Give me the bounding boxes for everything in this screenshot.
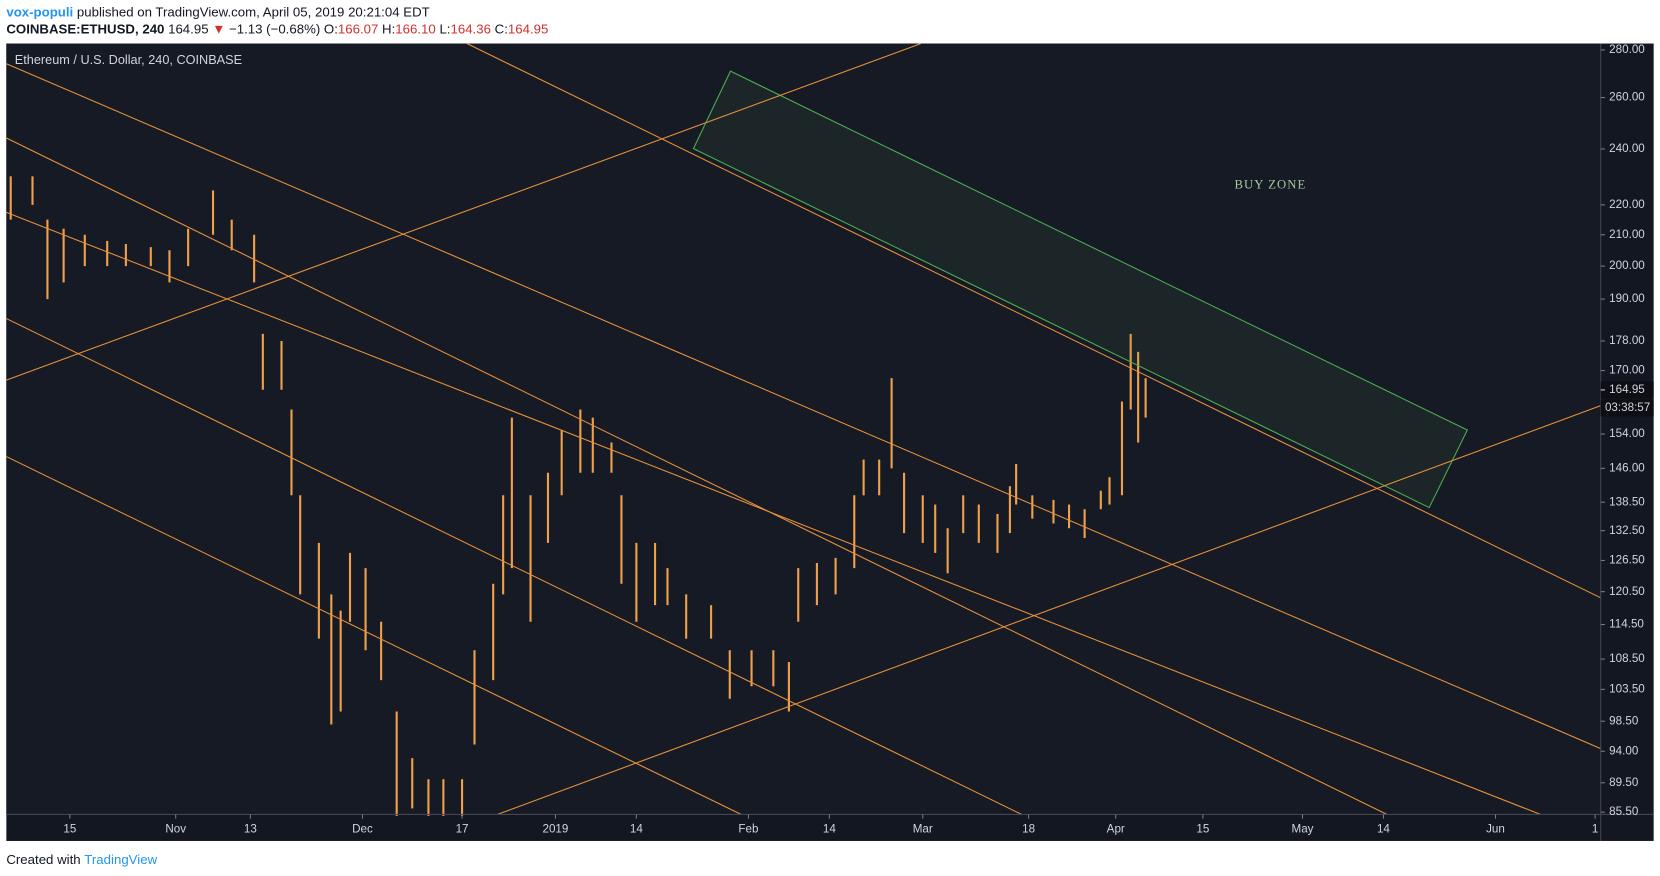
- countdown-box: [1600, 399, 1654, 417]
- y-tick-label: 260.00: [1609, 91, 1645, 104]
- trend-line: [6, 318, 1022, 815]
- chart-legend: Ethereum / U.S. Dollar, 240, COINBASE: [15, 52, 242, 67]
- x-tick-label: Jun: [1486, 822, 1505, 835]
- x-tick-label: Dec: [352, 822, 373, 835]
- trend-line: [6, 43, 922, 381]
- y-tick-label: 154.00: [1609, 427, 1645, 440]
- x-tick-label: 14: [823, 822, 836, 835]
- countdown: 03:38:57: [1605, 401, 1650, 414]
- publish-line: vox-populi published on TradingView.com,…: [6, 4, 429, 19]
- y-tick-label: 85.50: [1609, 805, 1639, 818]
- y-tick-label: 210.00: [1609, 228, 1645, 241]
- y-tick-label: 138.50: [1609, 495, 1645, 508]
- y-tick-label: 190.00: [1609, 292, 1645, 305]
- trend-line: [466, 43, 1601, 599]
- y-tick-label: 280.00: [1609, 43, 1645, 56]
- author[interactable]: vox-populi: [6, 4, 73, 19]
- y-tick-label: 103.50: [1609, 682, 1645, 695]
- x-tick-label: May: [1292, 822, 1314, 835]
- annotation: BUY ZONE: [1234, 178, 1306, 192]
- trend-line: [6, 137, 1388, 815]
- x-tick-label: 15: [63, 822, 76, 835]
- low: 164.36: [450, 21, 490, 36]
- x-tick-label: Apr: [1107, 822, 1125, 835]
- trend-line: [6, 456, 742, 815]
- y-tick-label: 98.50: [1609, 714, 1639, 727]
- y-tick-label: 126.50: [1609, 554, 1645, 567]
- open-label: O:: [324, 21, 338, 36]
- high-label: H:: [382, 21, 395, 36]
- x-tick-label: 1: [1592, 822, 1598, 835]
- footer: Created with TradingView: [6, 852, 157, 867]
- x-tick-label: Feb: [738, 822, 758, 835]
- last-price-label: 164.95: [1609, 383, 1645, 396]
- y-tick-label: 120.50: [1609, 585, 1645, 598]
- last: 164.95: [168, 21, 208, 36]
- published: published on TradingView.com, April 05, …: [77, 4, 430, 19]
- y-tick-label: 114.50: [1609, 618, 1644, 631]
- open: 166.07: [338, 21, 378, 36]
- quote-line: COINBASE:ETHUSD, 240 164.95 ▼ −1.13 (−0.…: [6, 21, 548, 36]
- brand[interactable]: TradingView: [84, 852, 157, 867]
- y-tick-label: 94.00: [1609, 744, 1639, 757]
- close: 164.95: [508, 21, 548, 36]
- high: 166.10: [395, 21, 435, 36]
- price-bars: [9, 176, 1147, 816]
- last-price-box: [1600, 381, 1654, 399]
- y-tick-label: 170.00: [1609, 364, 1645, 377]
- x-tick-label: 18: [1022, 822, 1035, 835]
- y-tick-label: 240.00: [1609, 142, 1645, 155]
- y-tick-label: 146.00: [1609, 461, 1645, 474]
- axes: 280.00 260.00 240.00 220.00 210.00 200.00 190.…: [63, 43, 1654, 835]
- x-tick-label: 13: [244, 822, 257, 835]
- x-tick-label: 15: [1196, 822, 1209, 835]
- down-arrow: ▼: [212, 21, 225, 36]
- close-label: C:: [495, 21, 508, 36]
- y-tick-label: 132.50: [1609, 524, 1645, 537]
- plot-area: [6, 43, 1601, 815]
- trend-line: [6, 211, 1541, 815]
- trend-line: [497, 405, 1601, 815]
- x-tick-label: 2019: [542, 822, 568, 835]
- y-tick-label: 200.00: [1609, 259, 1645, 272]
- x-tick-label: Nov: [165, 822, 186, 835]
- y-tick-label: 220.00: [1609, 198, 1645, 211]
- x-tick-label: Mar: [913, 822, 933, 835]
- x-tick-label: 14: [1377, 822, 1390, 835]
- x-tick-label: 14: [630, 822, 643, 835]
- change: −1.13 (−0.68%): [229, 21, 320, 36]
- created-with: Created with: [6, 852, 80, 867]
- y-tick-label: 108.50: [1609, 652, 1645, 665]
- y-tick-label: 178.00: [1609, 334, 1645, 347]
- trend-line: [6, 63, 1601, 750]
- x-tick-label: 17: [456, 822, 469, 835]
- y-tick-label: 89.50: [1609, 776, 1639, 789]
- drawings: [6, 43, 1601, 815]
- symbol: COINBASE:ETHUSD, 240: [6, 21, 164, 36]
- low-label: L:: [439, 21, 450, 36]
